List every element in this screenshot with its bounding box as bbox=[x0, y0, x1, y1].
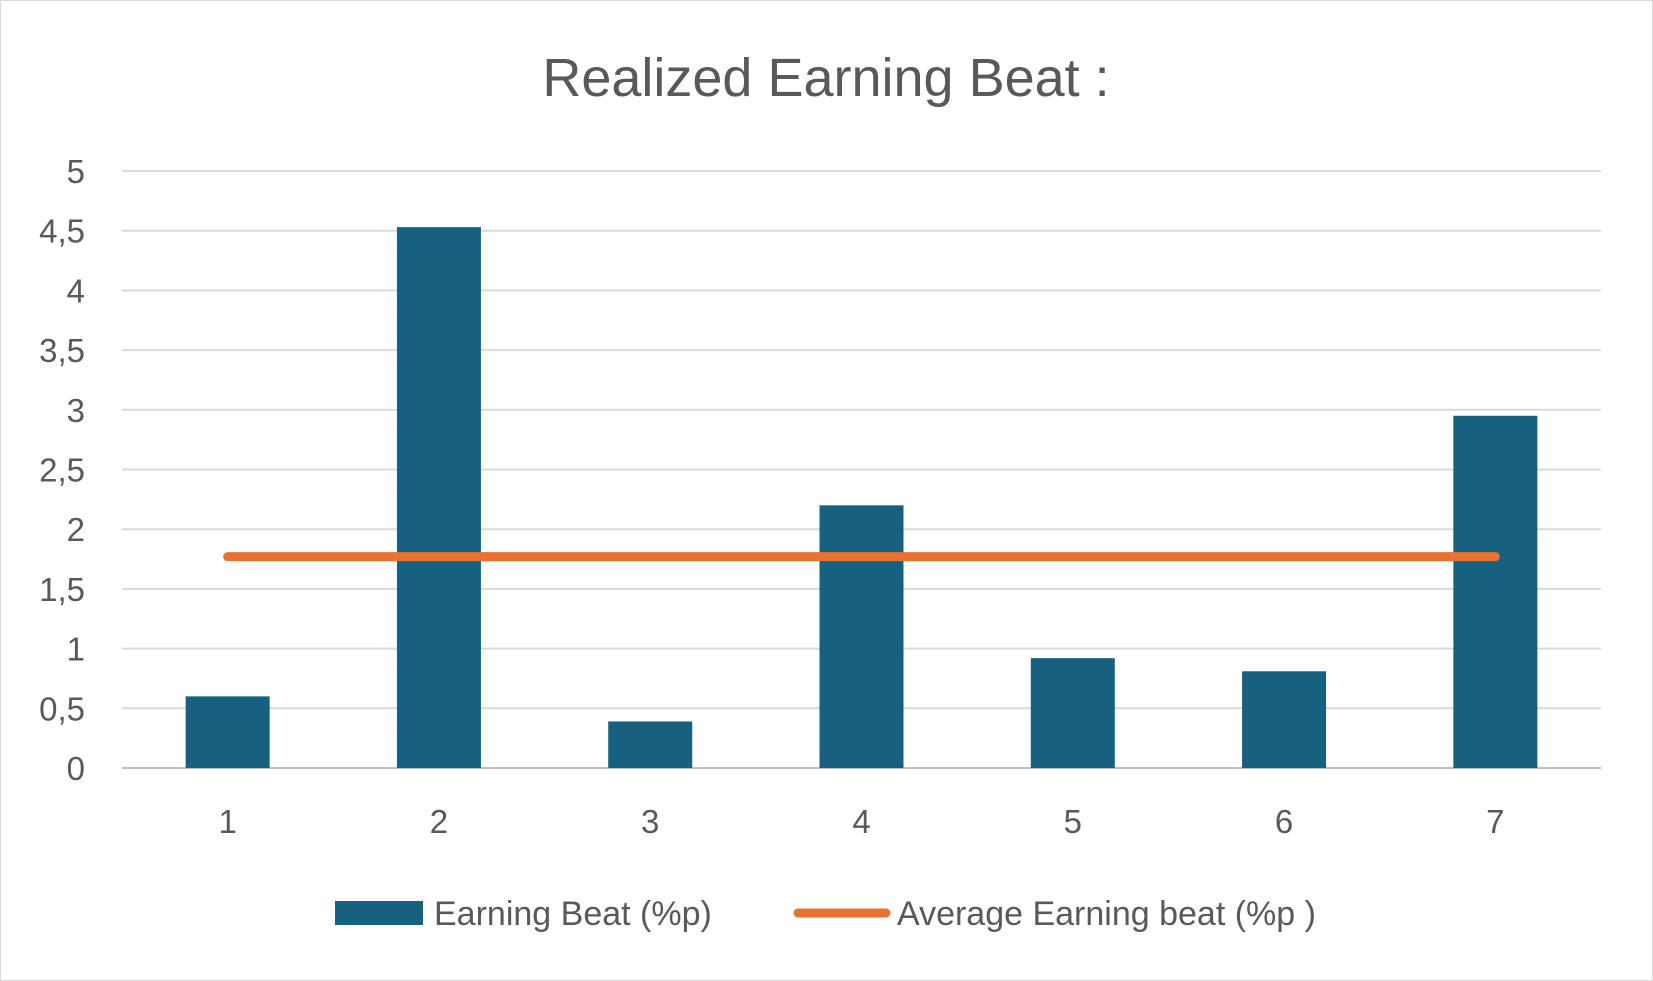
chart-title: Realized Earning Beat : bbox=[542, 48, 1109, 108]
x-tick-label: 1 bbox=[218, 803, 236, 840]
bar-series bbox=[185, 227, 1538, 769]
y-tick-label: 0,5 bbox=[39, 690, 85, 727]
y-tick-label: 0 bbox=[67, 750, 85, 787]
x-tick-label: 3 bbox=[641, 803, 659, 840]
bar-7 bbox=[1453, 415, 1538, 768]
y-tick-label: 3,5 bbox=[39, 332, 85, 369]
bar-1 bbox=[185, 696, 270, 768]
y-tick-label: 2,5 bbox=[39, 452, 85, 489]
x-tick-label: 5 bbox=[1064, 803, 1082, 840]
y-axis-tick-labels: 0 0,5 1 1,5 2 2,5 3 3,5 4 4,5 5 bbox=[39, 153, 85, 787]
y-tick-label: 4,5 bbox=[39, 213, 85, 250]
y-tick-label: 1,5 bbox=[39, 571, 85, 608]
legend-swatch-earning-beat bbox=[335, 901, 423, 925]
bar-6 bbox=[1242, 671, 1327, 768]
y-tick-label: 2 bbox=[67, 511, 85, 548]
y-tick-label: 5 bbox=[67, 153, 85, 190]
x-tick-label: 2 bbox=[430, 803, 448, 840]
bar-3 bbox=[608, 721, 693, 768]
bar-2 bbox=[396, 227, 481, 769]
legend-label-average-earning-beat: Average Earning beat (%p ) bbox=[897, 895, 1316, 933]
y-tick-label: 1 bbox=[67, 631, 85, 668]
bar-5 bbox=[1030, 658, 1115, 768]
y-tick-label: 4 bbox=[67, 272, 85, 309]
y-tick-label: 3 bbox=[67, 392, 85, 429]
bar-4 bbox=[819, 505, 904, 768]
x-tick-label: 4 bbox=[852, 803, 870, 840]
x-axis-tick-labels: 1 2 3 4 5 6 7 bbox=[218, 803, 1504, 840]
legend-label-earning-beat: Earning Beat (%p) bbox=[434, 895, 712, 933]
x-tick-label: 6 bbox=[1275, 803, 1293, 840]
legend: Earning Beat (%p) Average Earning beat (… bbox=[335, 895, 1316, 933]
x-tick-label: 7 bbox=[1486, 803, 1504, 840]
